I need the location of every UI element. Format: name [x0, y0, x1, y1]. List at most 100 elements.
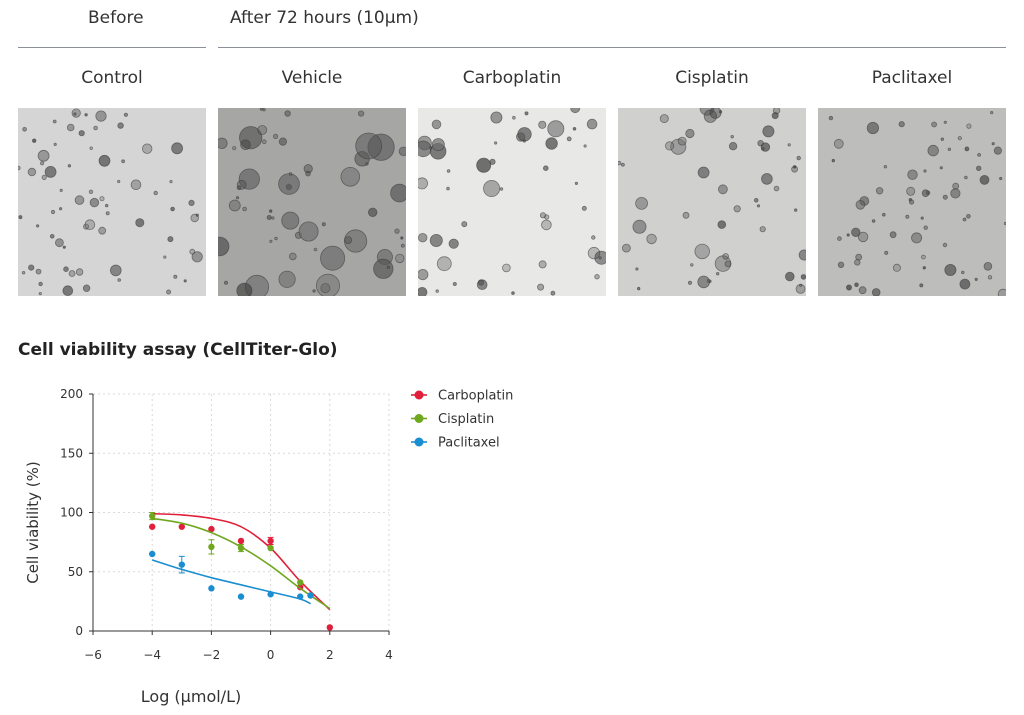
cell-spheroid: [785, 271, 795, 282]
cell-spheroid: [38, 281, 43, 287]
cell-spheroid: [218, 236, 230, 257]
cell-spheroid: [130, 179, 142, 191]
x-tick-label: 4: [385, 648, 393, 662]
cell-spheroid: [759, 226, 766, 233]
cell-spheroid: [89, 197, 100, 208]
cell-spheroid: [289, 252, 297, 261]
series-cisplatin: [149, 512, 331, 610]
micrograph-carboplatin: [418, 108, 606, 296]
cell-spheroid: [78, 130, 85, 137]
cell-spheroid: [173, 274, 178, 279]
cell-spheroid: [98, 226, 107, 235]
data-point: [307, 592, 314, 599]
cell-spheroid: [621, 243, 631, 253]
cell-spheroid: [940, 137, 944, 141]
cell-spheroid: [305, 170, 311, 177]
cell-spheroid: [753, 198, 759, 203]
cell-spheroid: [298, 221, 319, 242]
cell-spheroid: [772, 108, 781, 115]
cell-spheroid: [728, 142, 738, 151]
data-point: [149, 550, 156, 558]
cell-spheroid: [50, 209, 56, 215]
cell-spheroid: [939, 166, 943, 170]
y-tick-label: 150: [60, 446, 83, 460]
cell-spheroid: [188, 199, 195, 207]
cell-spheroid: [795, 283, 806, 294]
cell-spheroid: [53, 142, 57, 147]
micrograph-control: [18, 108, 206, 296]
cell-spheroid: [84, 113, 88, 117]
cell-spheroid: [756, 204, 761, 208]
cell-spheroid: [921, 189, 930, 197]
before-divider: [18, 47, 206, 48]
cell-spheroid: [846, 233, 850, 237]
cell-spheroid: [871, 288, 881, 296]
cell-spheroid: [502, 263, 511, 273]
cell-spheroid: [257, 125, 268, 135]
cell-spheroid: [271, 216, 275, 220]
cell-spheroid: [664, 141, 675, 151]
cell-spheroid: [259, 108, 264, 111]
cell-spheroid: [99, 196, 105, 202]
legend-label: Cisplatin: [438, 412, 494, 427]
cell-spheroid: [272, 133, 279, 139]
cell-spheroid: [58, 207, 63, 211]
cell-spheroid: [635, 197, 649, 210]
cell-spheroid: [461, 221, 468, 228]
cell-spheroid: [733, 205, 741, 213]
legend-marker: [414, 414, 424, 423]
cell-spheroid: [446, 186, 450, 191]
cell-spheroid: [855, 253, 863, 261]
data-point: [149, 523, 156, 530]
cell-spheroid: [32, 138, 37, 143]
cell-spheroid: [857, 231, 869, 243]
cell-spheroid: [452, 281, 457, 286]
cell-spheroid: [919, 283, 924, 288]
cell-spheroid: [66, 123, 75, 132]
data-point: [297, 593, 304, 600]
cell-spheroid: [431, 119, 442, 130]
cell-spheroid: [435, 289, 439, 293]
cell-spheroid: [632, 219, 647, 234]
cell-spheroid: [89, 146, 93, 150]
cell-spheroid: [28, 264, 35, 271]
cell-spheroid: [922, 266, 926, 270]
cell-spheroid: [889, 231, 897, 239]
cell-spheroid: [163, 255, 167, 259]
cell-spheroid: [436, 256, 452, 272]
column-label-cisplatin: Cisplatin: [675, 68, 749, 88]
cell-spheroid: [798, 249, 806, 261]
cell-spheroid: [730, 135, 734, 139]
cell-spheroid: [63, 266, 69, 273]
cell-spheroid: [1003, 221, 1006, 226]
x-tick-label: 0: [267, 648, 275, 662]
legend-marker: [414, 390, 424, 400]
cell-spheroid: [828, 115, 834, 121]
cell-spheroid: [757, 140, 764, 147]
cell-spheroid: [511, 291, 515, 295]
cell-spheroid: [153, 190, 158, 196]
cell-spheroid: [93, 125, 98, 131]
cell-spheroid: [997, 288, 1006, 296]
cell-spheroid: [931, 121, 937, 128]
cell-spheroid: [84, 219, 96, 230]
cell-spheroid: [697, 166, 710, 179]
cell-spheroid: [266, 215, 272, 221]
cell-spheroid: [858, 286, 867, 295]
cell-spheroid: [964, 175, 968, 180]
cell-spheroid: [170, 206, 175, 212]
cell-spheroid: [792, 165, 797, 169]
x-tick-label: −2: [203, 648, 221, 662]
cell-spheroid: [837, 236, 842, 241]
cell-spheroid: [238, 168, 260, 190]
cell-spheroid: [239, 126, 263, 150]
micrograph-background: [418, 108, 606, 296]
cell-spheroid: [793, 208, 798, 212]
cell-spheroid: [512, 115, 516, 120]
series-carboplatin: [149, 512, 333, 631]
cell-spheroid: [278, 173, 300, 195]
cell-spheroid: [73, 112, 77, 116]
data-point: [237, 593, 245, 600]
cell-spheroid: [49, 234, 55, 239]
cell-spheroid: [621, 162, 625, 167]
